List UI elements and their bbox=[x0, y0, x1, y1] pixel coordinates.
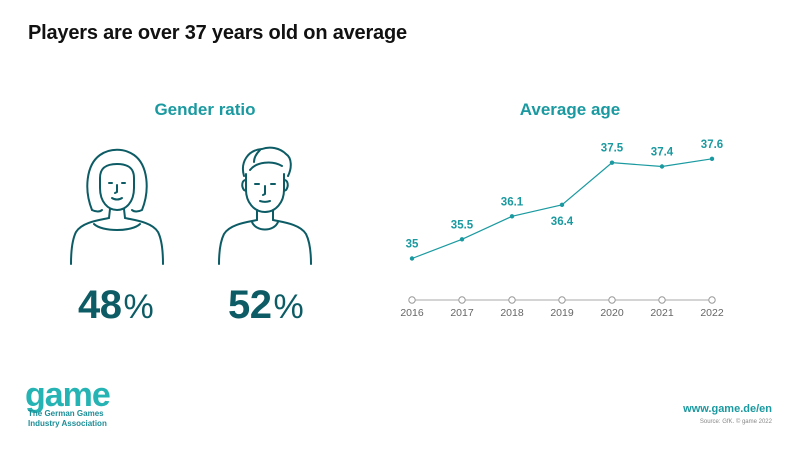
male-percentage: 52% bbox=[228, 283, 304, 328]
data-point bbox=[659, 164, 665, 169]
data-label: 37.6 bbox=[701, 139, 723, 151]
data-point bbox=[609, 160, 615, 165]
data-label: 35.5 bbox=[451, 219, 474, 231]
female-percent-value: 48 bbox=[78, 283, 122, 327]
series-line bbox=[411, 158, 713, 260]
source-note: Source: GfK. © game 2022 bbox=[699, 419, 772, 425]
female-percent-sign: % bbox=[123, 288, 154, 326]
data-label: 35 bbox=[406, 239, 419, 251]
x-tick-label: 2020 bbox=[600, 307, 624, 319]
data-label: 37.5 bbox=[601, 143, 624, 155]
data-label: 36.1 bbox=[501, 196, 524, 208]
timeline-marker bbox=[708, 296, 716, 304]
data-point bbox=[559, 202, 565, 208]
page-title: Players are over 37 years old on average bbox=[28, 22, 407, 44]
timeline-marker bbox=[558, 296, 566, 304]
x-tick-label: 2018 bbox=[500, 307, 524, 319]
timeline-marker bbox=[608, 296, 616, 304]
data-point bbox=[409, 256, 415, 261]
female-percentage: 48% bbox=[78, 283, 154, 328]
x-tick-label: 2021 bbox=[650, 307, 674, 319]
gender-ratio-title: Gender ratio bbox=[154, 100, 256, 119]
average-age-line-chart: 2016 2017 2018 2019 2020 2021 2022 35 35.5 36.1 36… bbox=[400, 139, 724, 319]
man-outline-icon bbox=[218, 146, 312, 265]
x-tick-label: 2016 bbox=[400, 307, 424, 319]
x-tick-label: 2019 bbox=[550, 307, 574, 319]
male-percent-value: 52 bbox=[228, 283, 272, 327]
logo-subtitle-line2: Industry Association bbox=[28, 419, 107, 428]
timeline-marker bbox=[658, 296, 666, 304]
timeline-marker bbox=[408, 296, 416, 304]
logo-subtitle-line1: The German Games bbox=[28, 409, 104, 418]
male-percent-sign: % bbox=[273, 288, 304, 326]
woman-outline-icon bbox=[70, 148, 164, 265]
website-link[interactable]: www.game.de/en bbox=[683, 403, 772, 415]
data-label: 36.4 bbox=[551, 216, 574, 228]
x-tick-label: 2017 bbox=[450, 307, 474, 319]
data-label: 37.4 bbox=[651, 147, 674, 159]
data-point bbox=[459, 237, 465, 242]
average-age-title: Average age bbox=[519, 100, 621, 119]
game-logo: game bbox=[25, 376, 111, 414]
timeline-marker bbox=[508, 296, 516, 304]
data-point bbox=[509, 214, 515, 219]
data-point bbox=[709, 156, 715, 162]
x-tick-label: 2022 bbox=[700, 307, 724, 319]
logo-subtitle: The German Games Industry Association bbox=[28, 409, 138, 429]
timeline-marker bbox=[458, 296, 466, 304]
